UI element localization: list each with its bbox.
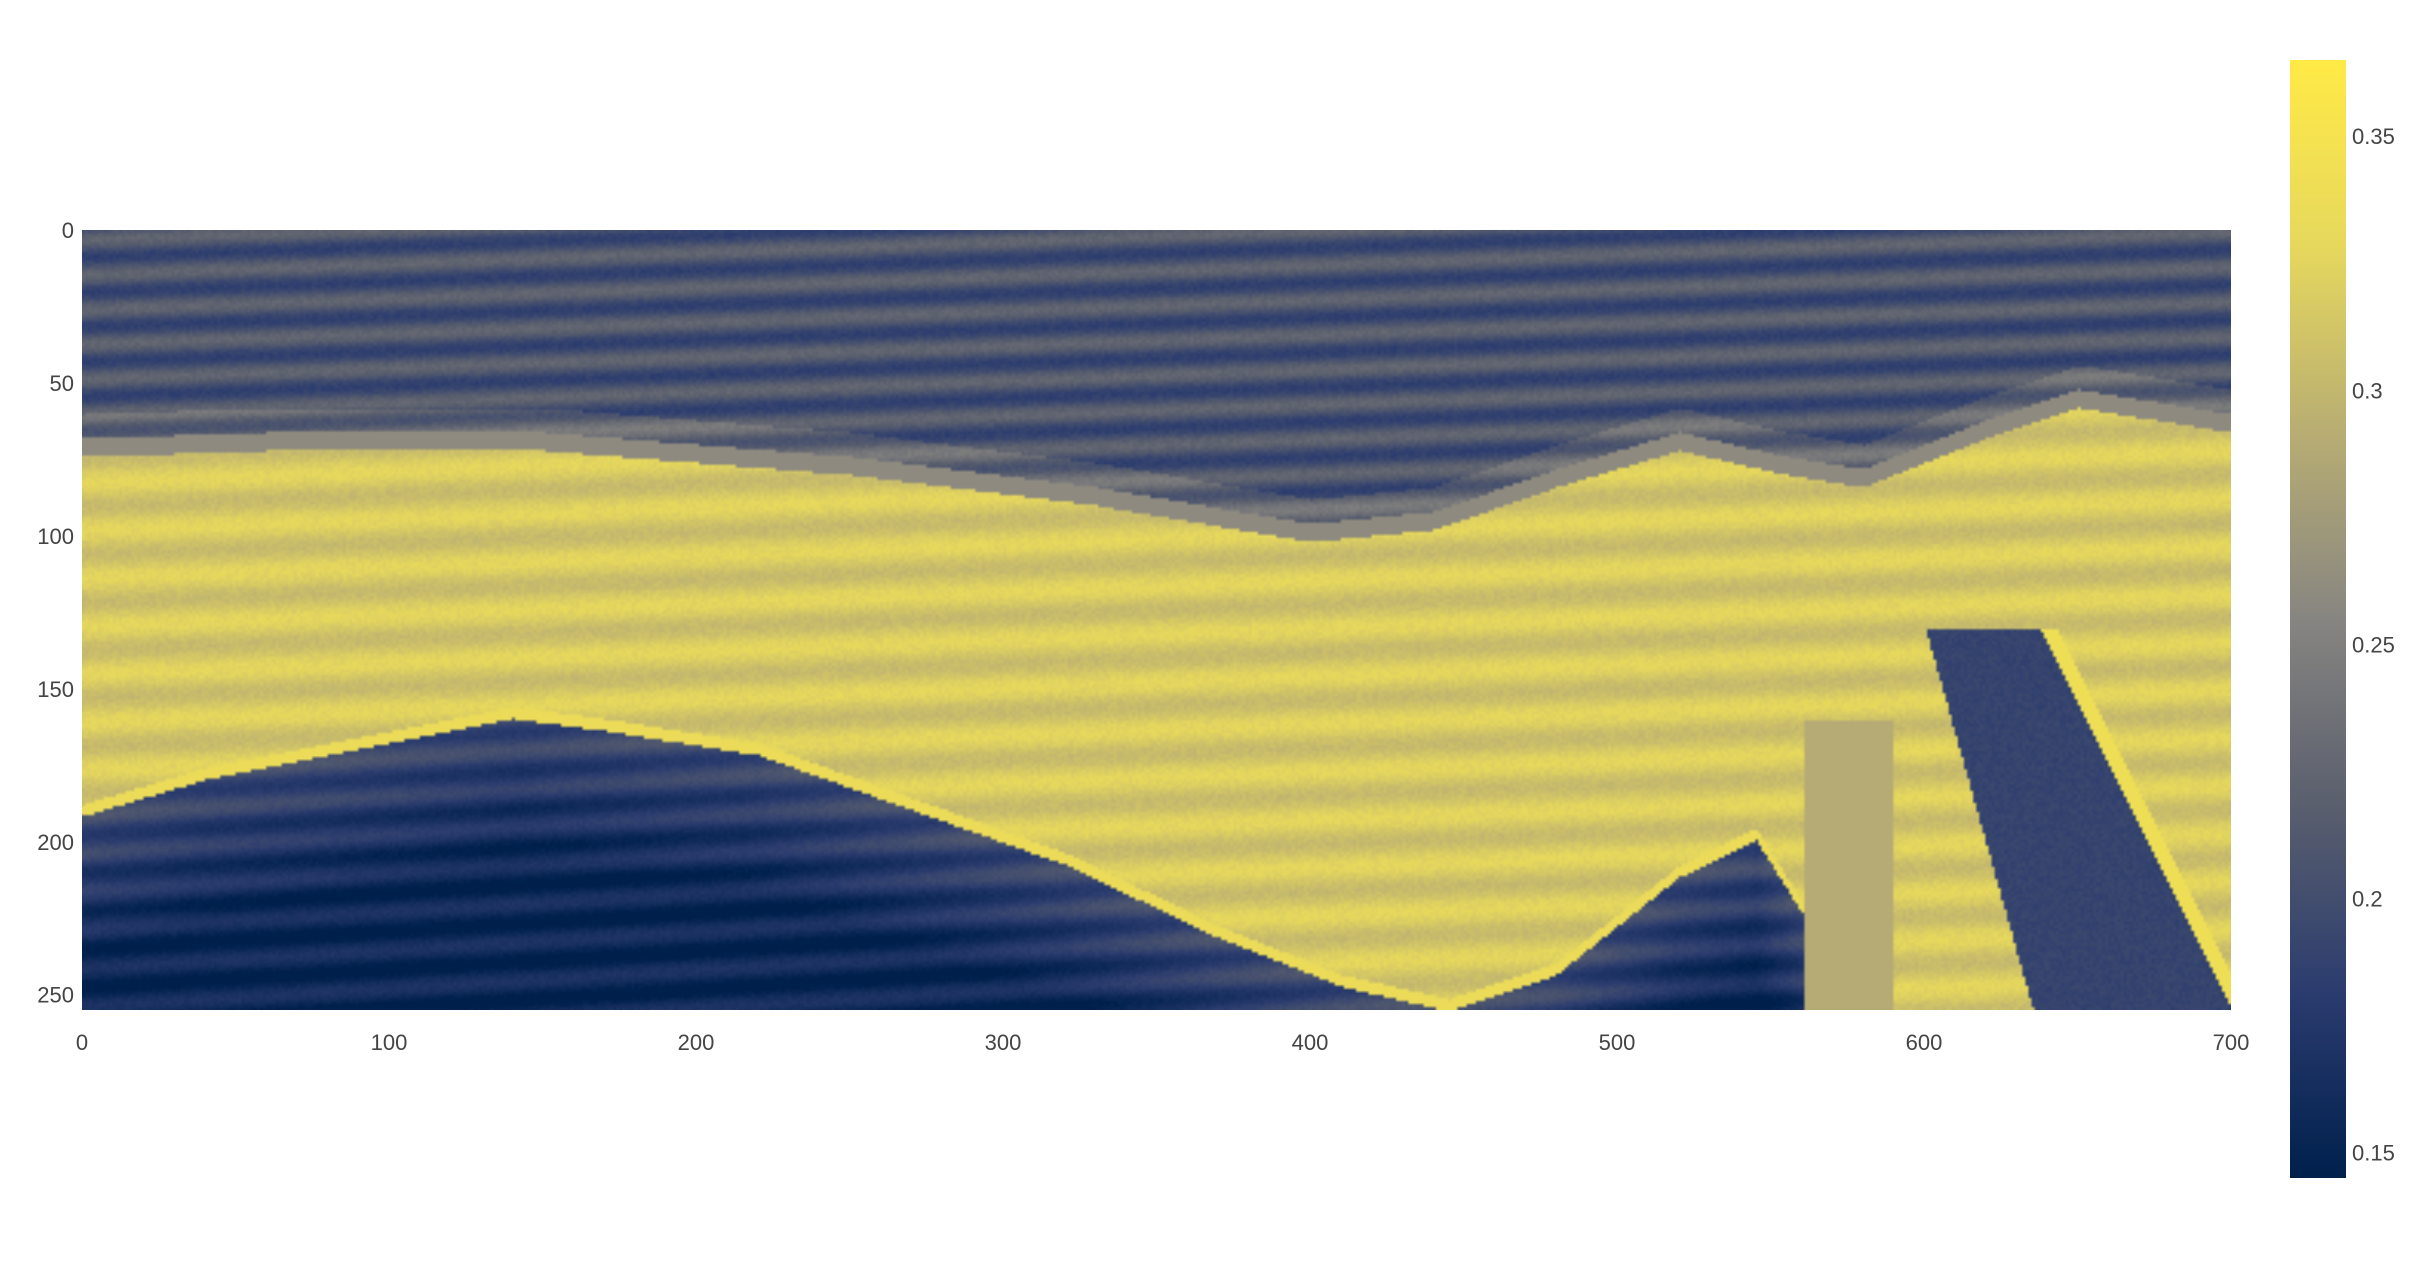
y-tick-label: 0 (62, 218, 74, 243)
y-axis: 0 50 100 150 200 250 (37, 218, 74, 1008)
x-axis: 0 100 200 300 400 500 600 700 (76, 1030, 2249, 1055)
colorbar-tick-label: 0.3 (2352, 378, 2383, 403)
x-tick-label: 700 (2213, 1030, 2250, 1055)
heatmap-image (82, 230, 2231, 1010)
y-tick-label: 100 (37, 524, 74, 549)
x-tick-label: 0 (76, 1030, 88, 1055)
colorbar (2290, 60, 2346, 1178)
y-tick-label: 250 (37, 983, 74, 1008)
y-tick-label: 150 (37, 677, 74, 702)
y-tick-label: 200 (37, 830, 74, 855)
y-tick-label: 50 (50, 371, 74, 396)
x-tick-label: 200 (678, 1030, 715, 1055)
x-tick-label: 600 (1906, 1030, 1943, 1055)
colorbar-tick-label: 0.2 (2352, 887, 2383, 912)
x-tick-label: 300 (985, 1030, 1022, 1055)
colorbar-ticks: 0.15 0.2 0.25 0.3 0.35 (2352, 124, 2395, 1165)
colorbar-tick-label: 0.25 (2352, 632, 2395, 657)
x-tick-label: 400 (1292, 1030, 1329, 1055)
colorbar-tick-label: 0.15 (2352, 1141, 2395, 1166)
colorbar-tick-label: 0.35 (2352, 124, 2395, 149)
x-tick-label: 500 (1599, 1030, 1636, 1055)
x-tick-label: 100 (371, 1030, 408, 1055)
